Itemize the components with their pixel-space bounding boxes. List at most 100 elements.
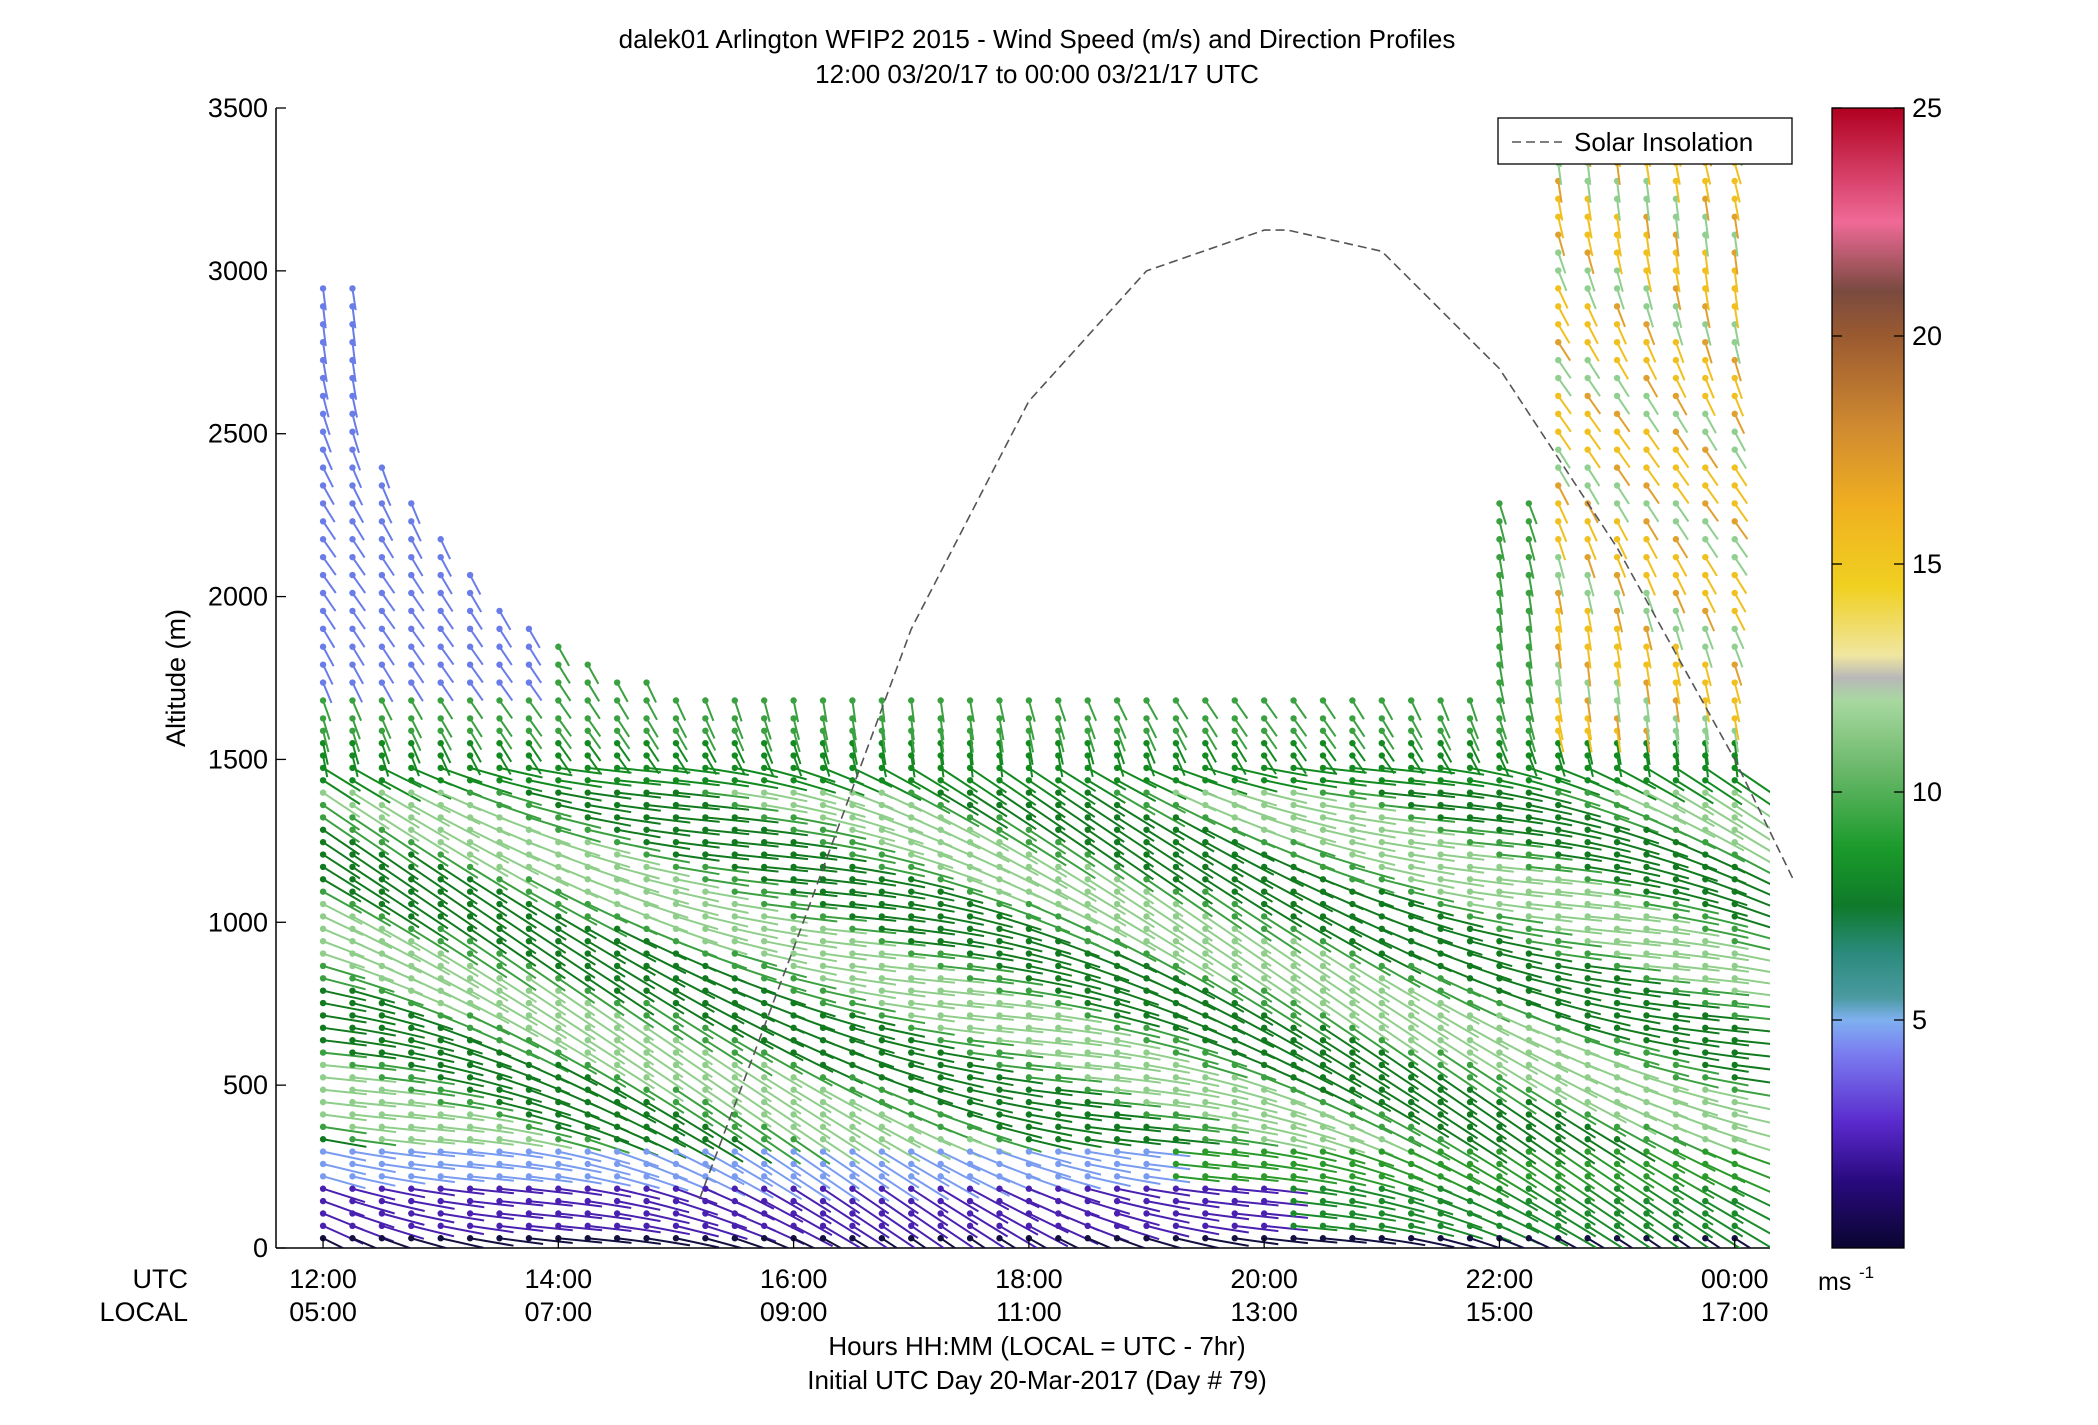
wind-barb-dot — [643, 826, 650, 833]
wind-barb-dot — [1231, 1111, 1238, 1118]
wind-barb-line — [1440, 804, 1485, 811]
wind-barb-line — [763, 1138, 802, 1165]
wind-barb-dot — [1643, 838, 1650, 846]
wind-barb-line — [1205, 1088, 1249, 1101]
wind-barb-line — [911, 915, 955, 925]
wind-barb-line — [1734, 1125, 1770, 1138]
wind-barb-dot — [1113, 1036, 1121, 1044]
wind-barb-dot — [1584, 876, 1591, 883]
wind-barb-line — [1087, 1026, 1132, 1037]
wind-barb-dot — [466, 962, 474, 970]
wind-barb-dot — [1466, 1235, 1474, 1242]
wind-barb-dot — [908, 1074, 915, 1081]
wind-barb-line — [557, 664, 571, 684]
wind-barb-line — [440, 1150, 485, 1157]
wind-barb-line — [528, 1224, 573, 1232]
wind-barb-dot — [1231, 789, 1238, 796]
wind-barb-dot — [1319, 777, 1327, 784]
wind-barb-line — [1499, 890, 1544, 898]
wind-barb-dot — [1496, 999, 1503, 1007]
wind-barb-dot — [496, 801, 503, 809]
wind-barb-dot — [1084, 1024, 1091, 1032]
wind-barb-dot — [908, 863, 915, 871]
wind-barb-line — [822, 1138, 861, 1165]
wind-barb-dot — [349, 661, 356, 668]
wind-barb-dot — [731, 752, 738, 759]
wind-barb-line — [381, 592, 396, 612]
wind-barb-dot — [760, 1049, 768, 1056]
wind-barb-dot — [1731, 1160, 1738, 1168]
wind-barb-line — [910, 1163, 950, 1188]
wind-barb-line — [616, 1163, 660, 1179]
wind-barb-line — [587, 1212, 632, 1221]
wind-barb-line — [1204, 816, 1246, 837]
wind-barb-line — [1028, 1175, 1071, 1193]
wind-barb-dot — [1319, 1197, 1327, 1205]
wind-barb-dot — [1731, 536, 1738, 543]
wind-barb-line — [881, 1113, 922, 1135]
wind-barb-dot — [319, 697, 327, 704]
wind-barb-dot — [643, 888, 650, 895]
wind-barb-line — [1028, 828, 1067, 855]
wind-barb-dot — [1202, 1024, 1209, 1032]
wind-barb-dot — [319, 715, 327, 722]
wind-barb-line — [793, 865, 838, 873]
wind-barb-dot — [378, 876, 386, 883]
wind-barb-line — [940, 977, 985, 984]
chart-subtitle: 12:00 03/20/17 to 00:00 03/21/17 UTC — [815, 59, 1259, 89]
wind-barb-line — [1057, 718, 1066, 740]
wind-barb-dot — [1025, 1036, 1033, 1044]
wind-barb-line — [705, 816, 750, 823]
wind-barb-line — [1380, 730, 1395, 750]
wind-barb-dot — [1466, 1210, 1474, 1217]
wind-barb-line — [1381, 1002, 1420, 1028]
wind-barb-dot — [1113, 1123, 1121, 1131]
wind-barb-line — [675, 1125, 715, 1150]
wind-barb-dot — [1408, 727, 1415, 734]
wind-barb-dot — [349, 518, 356, 525]
wind-barb-line — [1057, 742, 1064, 765]
wind-barb-dot — [1408, 1049, 1415, 1056]
wind-barb-dot — [1172, 697, 1180, 704]
wind-barb-dot — [937, 814, 944, 821]
wind-barb-dot — [878, 1210, 886, 1217]
wind-barb-line — [528, 1051, 569, 1073]
wind-barb-dot — [555, 1148, 562, 1155]
wind-barb-line — [675, 890, 720, 903]
wind-barb-dot — [1025, 1148, 1033, 1155]
wind-barb-dot — [1113, 1197, 1121, 1205]
wind-barb-dot — [1613, 789, 1621, 796]
wind-barb-line — [675, 1187, 718, 1205]
wind-barb-dot — [1702, 625, 1709, 633]
wind-barb-line — [587, 1175, 631, 1187]
wind-barb-dot — [966, 900, 974, 908]
wind-barb-line — [881, 940, 926, 947]
wind-barb-line — [352, 1014, 396, 1026]
wind-barb-line — [1351, 977, 1390, 1003]
wind-barb-line — [1116, 1162, 1161, 1172]
wind-barb-dot — [1319, 863, 1327, 871]
wind-barb-dot — [319, 913, 327, 920]
wind-barb-dot — [1231, 1061, 1238, 1069]
wind-barb-line — [439, 610, 454, 630]
wind-barb-dot — [1525, 1061, 1533, 1069]
wind-barb-line — [411, 1051, 455, 1064]
wind-barb-dot — [1202, 1012, 1209, 1019]
wind-barb-line — [1205, 1224, 1249, 1234]
wind-barb-line — [940, 927, 985, 938]
wind-barb-line — [734, 853, 779, 860]
wind-barb-dot — [1143, 975, 1150, 982]
wind-barb-line — [910, 1200, 949, 1227]
wind-barb-dot — [525, 625, 533, 633]
wind-barb-line — [381, 1200, 425, 1212]
wind-barb-dot — [1143, 727, 1150, 734]
wind-barb-dot — [672, 1111, 680, 1118]
wind-barb-dot — [1290, 789, 1297, 796]
wind-barb-line — [1381, 1163, 1424, 1181]
wind-barb-dot — [408, 625, 415, 633]
wind-barb-line — [940, 791, 979, 817]
wind-barb-line — [1351, 1064, 1391, 1090]
wind-barb-dot — [1584, 356, 1591, 364]
wind-barb-dot — [584, 1210, 591, 1217]
wind-barb-dot — [966, 715, 974, 722]
